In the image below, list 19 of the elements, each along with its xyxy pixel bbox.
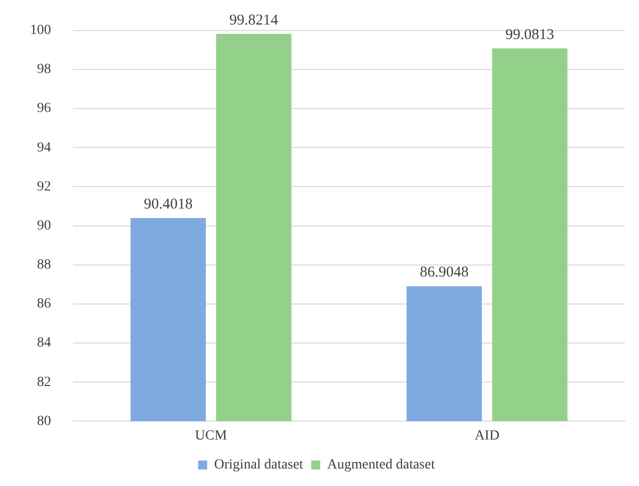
y-tick-label: 80 (37, 414, 51, 429)
y-tick-label: 88 (37, 258, 51, 273)
y-tick-label: 84 (37, 336, 51, 351)
legend-label: Original dataset (214, 458, 304, 473)
y-tick-label: 96 (37, 101, 51, 116)
data-label: 99.0813 (505, 26, 554, 43)
y-tick-label: 94 (37, 140, 51, 156)
data-label: 86.9048 (420, 264, 469, 281)
y-tick-label: 100 (30, 23, 51, 38)
y-tick-label: 82 (37, 374, 51, 390)
data-label: 99.8214 (229, 12, 279, 28)
y-tick-label: 86 (37, 296, 51, 312)
y-tick-label: 92 (37, 179, 51, 194)
x-tick-label: UCM (195, 428, 228, 444)
data-label: 90.4018 (144, 196, 193, 212)
y-tick-label: 90 (37, 218, 51, 234)
legend-label: Augmented dataset (327, 458, 435, 473)
y-tick-label: 98 (37, 62, 51, 78)
x-tick-label: AID (474, 428, 500, 444)
